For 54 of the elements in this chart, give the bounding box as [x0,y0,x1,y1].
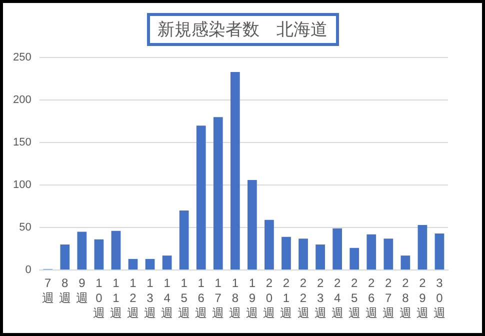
x-tick-label: 10週 [92,276,105,320]
bar [145,258,155,270]
x-tick-label: 24週 [331,276,344,320]
x-tick-label: 16週 [195,276,208,320]
bar [400,256,410,270]
bar [282,236,291,270]
bar [248,180,257,270]
x-tick-label: 11週 [110,276,122,320]
bar [350,248,360,270]
x-tick-label: 18週 [229,276,242,320]
bar [298,238,308,270]
x-tick-label: 7週 [42,276,54,305]
y-tick-label: 0 [25,264,32,276]
bar [264,220,274,270]
chart-title: 新規感染者数 北海道 [146,13,338,46]
y-tick-label: 100 [12,179,32,192]
x-tick-label: 17週 [212,276,224,320]
y-tick-label: 250 [12,52,32,64]
y-tick-label: 200 [12,94,32,106]
x-tick-label: 20週 [263,276,276,320]
bar [77,232,87,270]
bar [94,239,104,270]
y-tick-label: 50 [19,222,32,234]
bar [196,126,206,270]
bar [316,244,325,270]
bar [230,72,240,270]
bar [111,230,121,270]
bar [366,234,376,270]
x-tick-label: 29週 [416,276,428,320]
bar [418,224,428,270]
x-tick-label: 21週 [280,276,292,320]
x-tick-label: 22週 [297,276,310,320]
x-tick-label: 23週 [314,276,326,320]
x-tick-label: 8週 [58,276,71,305]
x-tick-label: 15週 [178,276,190,320]
x-tick-label: 28週 [399,276,412,320]
bar [384,238,394,270]
bar [179,210,189,270]
x-tick-label: 12週 [127,276,139,320]
x-tick-label: 19週 [246,276,258,320]
bar [60,244,70,270]
bar [213,117,223,270]
bar [434,233,444,270]
x-tick-label: 30週 [433,276,446,320]
x-tick-label: 13週 [144,276,156,320]
bar [332,228,342,270]
x-tick-label: 25週 [348,276,360,320]
x-tick-label: 26週 [365,276,378,320]
x-tick-label: 27週 [382,276,394,320]
x-tick-label: 9週 [76,276,88,305]
bar [162,256,172,270]
bar [128,258,138,270]
y-tick-label: 150 [12,136,32,149]
x-tick-label: 14週 [161,276,174,320]
